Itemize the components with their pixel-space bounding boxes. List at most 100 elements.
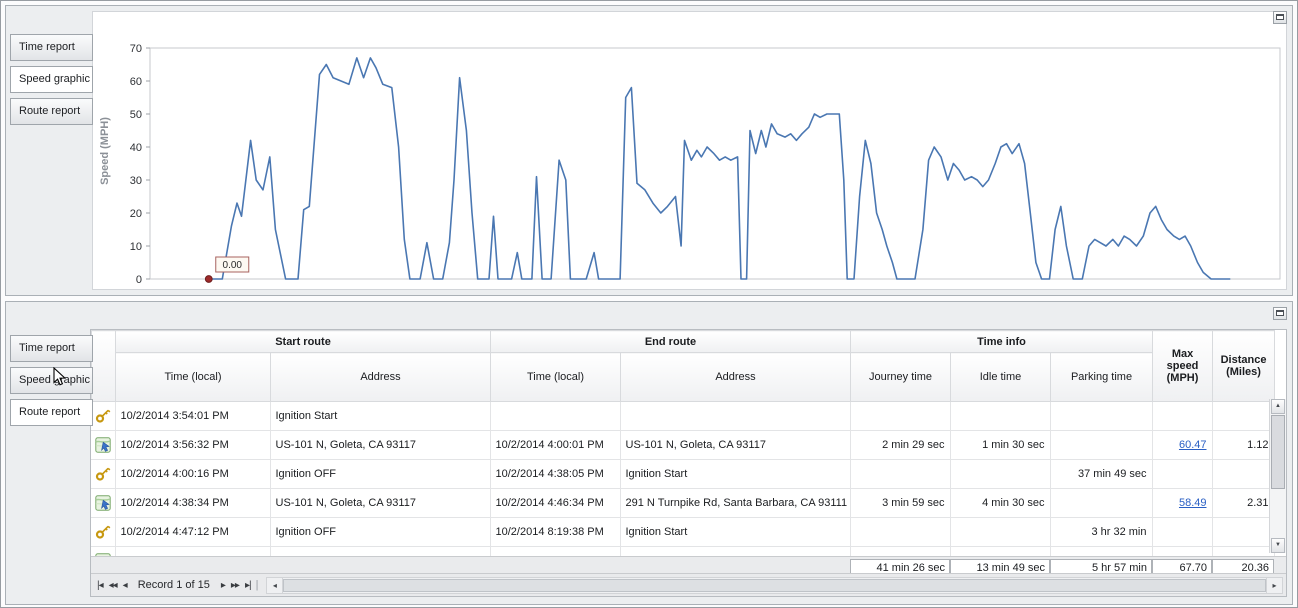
tab-time-report[interactable]: Time report (10, 34, 93, 61)
column-header-max-speed[interactable]: Max speed (MPH) (1152, 330, 1214, 402)
y-axis-title: Speed (MPH) (99, 116, 111, 185)
end-time-cell (490, 402, 621, 431)
next-page-button[interactable]: ▸▸ (230, 580, 240, 591)
column-header-parking-time[interactable]: Parking time (1049, 352, 1154, 402)
horizontal-scrollbar[interactable]: ◂ ▸ (266, 576, 1283, 594)
vertical-scrollbar[interactable]: ▲ ▼ (1269, 399, 1286, 553)
end-address-cell (620, 402, 851, 431)
horizontal-scroll-thumb[interactable] (283, 578, 1266, 592)
bottom-tab-strip: Time report Speed graphic Route report (10, 335, 93, 431)
route-report-grid: Start route End route Time info Max spee… (90, 329, 1287, 597)
marker-callout (215, 256, 250, 273)
y-tick-label: 50 (130, 109, 142, 121)
column-header-idle-time[interactable]: Idle time (950, 352, 1051, 402)
end-time-cell: 10/2/2014 4:38:05 PM (490, 459, 621, 489)
group-header-time-info[interactable]: Time info (849, 330, 1154, 353)
tab-speed-graphic[interactable]: Speed graphic (10, 367, 93, 394)
scroll-down-arrow-icon[interactable]: ▼ (1271, 538, 1285, 553)
column-header-end-address[interactable]: Address (620, 352, 851, 402)
idle-time-cell: 4 min 30 sec (950, 488, 1051, 518)
column-header-journey-time[interactable]: Journey time (850, 352, 951, 402)
max-speed-link[interactable]: 50.19 (1179, 555, 1207, 556)
parking-time-cell (1050, 430, 1153, 460)
start-address-cell: US-101 N, Goleta, CA 93117 (270, 488, 491, 518)
speed-line (208, 57, 1231, 280)
speed-graphic-panel: Time report Speed graphic Route report 0 10… (5, 5, 1293, 296)
end-address-cell: 7321 Mirano Dr, Goleta, CA 93117 (620, 546, 851, 556)
top-tab-strip: Time report Speed graphic Route report (10, 34, 93, 130)
column-header-end-time[interactable]: Time (local) (490, 352, 621, 402)
nav-buttons-left: |◂ ◂◂ ◂ (94, 579, 130, 591)
group-header-end-route[interactable]: End route (490, 330, 851, 353)
indicator-column-header (91, 330, 116, 402)
table-row[interactable]: 10/2/2014 3:54:01 PM Ignition Start (91, 402, 1275, 431)
route-report-panel: Time report Speed graphic Route report Sta… (5, 301, 1293, 605)
vertical-scroll-thumb[interactable] (1271, 415, 1285, 489)
distance-cell: 1.12 (1212, 430, 1275, 460)
max-speed-cell: 58.49 (1152, 488, 1213, 518)
table-row[interactable]: 10/2/2014 4:38:34 PM US-101 N, Goleta, CA… (91, 488, 1275, 518)
scroll-right-arrow-icon[interactable]: ▸ (1266, 577, 1282, 593)
journey-time-cell: 3 min 59 sec (850, 488, 951, 518)
journey-time-cell: 2 min 29 sec (850, 430, 951, 460)
max-speed-cell (1152, 459, 1213, 489)
column-header-start-address[interactable]: Address (270, 352, 491, 402)
last-record-button[interactable]: ▸| (244, 580, 252, 591)
tab-route-report[interactable]: Route report (10, 399, 93, 426)
nav-separator: | (255, 579, 259, 591)
table-row[interactable]: 10/2/2014 3:56:32 PM US-101 N, Goleta, CA… (91, 430, 1275, 460)
max-speed-link[interactable]: 60.47 (1178, 439, 1207, 451)
journey-time-cell: 10 min 30 sec (850, 546, 951, 556)
distance-cell: 2.31 (1212, 488, 1275, 518)
start-time-cell: 10/2/2014 4:00:16 PM (115, 459, 271, 489)
key-icon (95, 409, 111, 423)
plot-border (149, 47, 1281, 280)
distance-cell (1212, 517, 1275, 547)
speed-chart-canvas: 0 10 20 30 40 50 60 70 0.00 (130, 43, 1281, 286)
end-address-cell: Ignition Start (620, 517, 851, 547)
idle-time-cell (950, 459, 1051, 489)
row-type-cell (91, 459, 116, 489)
prev-page-button[interactable]: ◂◂ (108, 580, 118, 591)
end-time-cell: 10/2/2014 8:19:38 PM (490, 517, 621, 547)
prev-record-button[interactable]: ◂ (122, 580, 128, 591)
tab-time-report[interactable]: Time report (10, 335, 93, 362)
end-time-cell: 10/2/2014 8:33:09 PM (490, 546, 621, 556)
idle-time-cell (950, 402, 1051, 431)
table-row[interactable]: 10/2/2014 4:47:12 PM Ignition OFF 10/2/201… (91, 517, 1275, 547)
parking-time-cell (1050, 488, 1153, 518)
route-icon (95, 494, 111, 511)
key-icon (95, 467, 111, 481)
first-record-button[interactable]: |◂ (97, 580, 104, 591)
collapse-button-top-panel[interactable] (1273, 11, 1287, 24)
distance-cell: 6.18 (1212, 546, 1275, 556)
tab-route-report[interactable]: Route report (10, 98, 93, 125)
start-address-cell: Ignition OFF (270, 517, 491, 547)
grid-body-viewport: 10/2/2014 3:54:01 PM Ignition Start 10/2/2… (91, 402, 1286, 556)
scroll-left-arrow-icon[interactable]: ◂ (267, 577, 284, 593)
start-time-cell: 10/2/2014 3:56:32 PM (115, 430, 271, 460)
grid-header: Start route End route Time info Max spee… (91, 330, 1276, 402)
y-tick-label: 40 (130, 142, 142, 154)
start-time-cell: 10/2/2014 8:20:40 PM (115, 546, 271, 556)
idle-time-cell: 2 min 29 sec (950, 546, 1051, 556)
row-type-cell (91, 430, 116, 460)
tab-speed-graphic[interactable]: Speed graphic (10, 66, 93, 93)
parking-time-cell: 37 min 49 sec (1050, 459, 1153, 489)
table-row[interactable]: 10/2/2014 4:00:16 PM Ignition OFF 10/2/201… (91, 459, 1275, 489)
max-speed-link[interactable]: 58.49 (1178, 497, 1207, 509)
distance-cell (1212, 459, 1275, 489)
column-header-distance[interactable]: Distance (Miles) (1212, 330, 1276, 402)
group-header-start-route[interactable]: Start route (115, 330, 491, 353)
grid-body: 10/2/2014 3:54:01 PM Ignition Start 10/2/2… (91, 402, 1275, 556)
collapse-button-bottom-panel[interactable] (1273, 307, 1287, 320)
next-record-button[interactable]: ▸ (220, 580, 226, 591)
parking-time-cell (1050, 546, 1153, 556)
table-row[interactable]: 10/2/2014 8:20:40 PMN Turnpike Rd, Santa… (91, 546, 1275, 556)
column-header-start-time[interactable]: Time (local) (115, 352, 271, 402)
idle-time-cell: 1 min 30 sec (950, 430, 1051, 460)
scroll-up-arrow-icon[interactable]: ▲ (1271, 399, 1285, 414)
record-navigator: |◂ ◂◂ ◂ Record 1 of 15 ▸ ▸▸ ▸| | ◂ ▸ (91, 573, 1286, 596)
start-time-cell: 10/2/2014 4:38:34 PM (115, 488, 271, 518)
parking-time-cell: 3 hr 32 min (1050, 517, 1153, 547)
